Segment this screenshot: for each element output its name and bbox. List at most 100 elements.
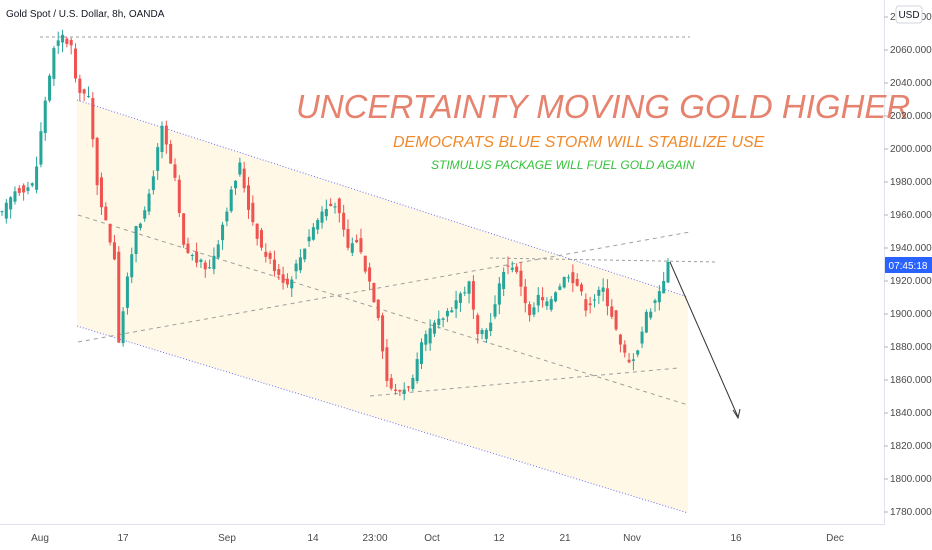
candle-body (316, 220, 320, 230)
candle-body (437, 318, 441, 325)
candle-body (471, 281, 475, 310)
candle-body (402, 389, 406, 394)
candle-body (48, 75, 52, 101)
candle-body (225, 211, 229, 222)
x-tick-label: Sep (218, 533, 236, 544)
x-axis[interactable]: Aug 17 Sep 14 23:00 Oct 12 21 Nov 16 Dec (31, 533, 844, 544)
candle-body (82, 89, 86, 94)
x-tick-label: 21 (559, 533, 571, 544)
dashed-diagonal-down[interactable] (77, 214, 689, 406)
candle-body (636, 350, 640, 355)
candle-body (398, 390, 402, 392)
candle-body (52, 48, 56, 79)
y-tick-label: 2060.000 (890, 45, 932, 56)
candle-body (644, 311, 648, 333)
candle-body (86, 96, 91, 98)
candle-body (229, 189, 233, 212)
candle-body (74, 48, 78, 79)
candle-body (424, 334, 428, 345)
x-tick-label: Oct (424, 533, 440, 544)
candle-body (458, 293, 462, 303)
candle-body (104, 206, 108, 221)
candle-body (0, 211, 4, 213)
candle-body (445, 311, 449, 317)
candle-body (324, 208, 328, 217)
candle-body (549, 299, 553, 310)
y-tick-label: 1980.000 (890, 177, 932, 188)
candle-body (130, 254, 134, 278)
candle-body (125, 276, 129, 308)
candle-body (610, 306, 614, 317)
candle-body (186, 243, 190, 253)
symbol-title: Gold Spot / U.S. Dollar, 8h, OANDA (6, 9, 165, 20)
candle-body (666, 261, 670, 283)
y-tick-label: 1920.000 (890, 276, 932, 287)
currency-badge-box[interactable] (895, 5, 923, 24)
candle-body (285, 278, 289, 285)
candle-body (342, 212, 346, 230)
support-line[interactable] (369, 367, 679, 397)
candle-body (22, 185, 26, 193)
candle-body (61, 34, 65, 43)
candle-body (169, 144, 173, 164)
subline2-annotation[interactable]: STIMULUS PACKAGE WILL FUEL GOLD AGAIN (431, 158, 695, 172)
candle-body (545, 301, 549, 306)
candle-body (9, 197, 13, 210)
y-tick-label: 1840.000 (890, 408, 932, 419)
candle-body (39, 131, 43, 165)
x-tick-label: 12 (493, 533, 505, 544)
candle-body (221, 224, 225, 241)
headline-annotation[interactable]: UNCERTAINTY MOVING GOLD HIGHER (296, 88, 910, 125)
candle-body (277, 269, 281, 275)
candle-body (268, 253, 272, 259)
candle-body (368, 267, 372, 282)
candle-body (147, 193, 151, 212)
candle-body (497, 283, 501, 305)
currency-badge[interactable]: USD (898, 10, 919, 21)
candle-body (329, 203, 333, 207)
candle-body (484, 329, 488, 339)
subline1-annotation[interactable]: DEMOCRATS BLUE STORM WILL STABILIZE USE (393, 134, 765, 151)
candle-body (272, 259, 276, 272)
projection-arrow-line[interactable] (669, 261, 739, 418)
candle-body (320, 211, 324, 223)
candle-body (389, 378, 393, 389)
candle-body (238, 162, 242, 175)
candle-body (523, 286, 527, 304)
candle-body (614, 310, 618, 330)
y-tick-label: 2040.000 (890, 78, 932, 89)
candle-body (346, 228, 350, 248)
candle-body (259, 230, 263, 248)
candle-body (164, 125, 168, 145)
x-tick-label: Nov (623, 533, 641, 544)
candle-body (640, 331, 644, 344)
candle-body (294, 263, 298, 272)
candle-body (203, 262, 207, 270)
candle-body (623, 344, 627, 353)
candle-body (65, 38, 69, 44)
projection-arrow-head (732, 408, 741, 420)
resistance-line-mid[interactable] (489, 257, 719, 263)
candle-body (515, 266, 519, 272)
x-tick-label: Dec (826, 533, 844, 544)
candle-body (575, 279, 579, 286)
y-tick-label: 1800.000 (890, 474, 932, 485)
current-price-tag-box (885, 257, 932, 273)
candle-body (337, 198, 341, 214)
y-tick-label: 1940.000 (890, 243, 932, 254)
channel-upper-line[interactable] (76, 99, 689, 298)
candle-body (567, 277, 571, 279)
candle-body (199, 259, 203, 262)
candle-body (17, 188, 21, 193)
y-tick-label: 1860.000 (890, 375, 932, 386)
candle-body (558, 286, 562, 290)
y-tick-label: 1820.000 (890, 441, 932, 452)
candle-body (510, 267, 514, 270)
candle-body (30, 183, 34, 186)
candle-body (91, 98, 95, 140)
candle-body (385, 347, 389, 381)
candle-body (627, 359, 631, 363)
candle-body (311, 227, 315, 240)
candle-body (134, 226, 138, 255)
